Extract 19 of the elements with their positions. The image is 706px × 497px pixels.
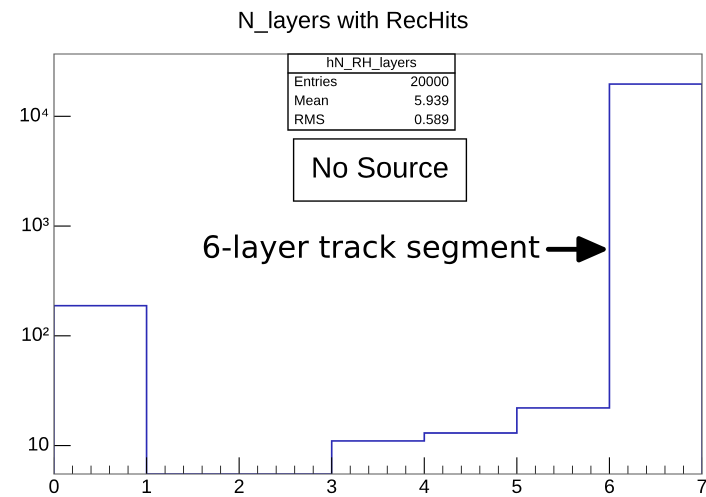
x-tick-label: 1: [142, 480, 152, 493]
text: RMS 0.589: [295, 114, 448, 124]
annotation: 6-layer track segment: [204, 234, 540, 264]
x-tick-label: 0: [49, 479, 59, 494]
y-tick-label: 10²: [22, 327, 49, 342]
x-tick-label: 4: [419, 480, 430, 493]
annotation: hN_RH_layers: [327, 57, 416, 70]
x-tick-label: 3: [327, 479, 336, 494]
x-tick-label: 2: [234, 479, 244, 493]
y-tick-label: 10⁴: [20, 108, 48, 122]
text: Mean 5.939: [295, 95, 448, 106]
x-tick-label: 5: [512, 480, 522, 494]
x-tick-label: 6: [605, 479, 614, 494]
chart-title: N_layers with RecHits: [239, 10, 468, 34]
y-tick-label: 10: [28, 436, 48, 451]
text: Entries 20000: [295, 76, 448, 86]
x-tick-label: 7: [698, 480, 706, 493]
y-tick-label: 10³: [22, 218, 49, 232]
annotation: No Source: [313, 157, 448, 178]
